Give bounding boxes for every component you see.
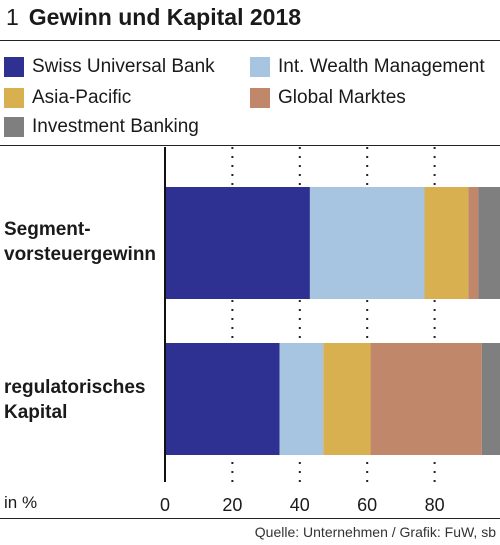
x-axis-unit: in %	[4, 493, 38, 512]
legend-item-investment-banking: Investment Banking	[4, 116, 199, 138]
category-label-segment: Segment-vorsteuergewinn	[4, 217, 156, 267]
bar-0-investment-banking	[478, 187, 500, 299]
category-label-line: Segment-	[4, 219, 91, 240]
x-tick-label-20: 20	[222, 495, 242, 515]
legend-swatch	[4, 88, 24, 108]
x-tick-label-40: 40	[290, 495, 310, 515]
category-label-line: Kapital	[4, 402, 68, 423]
legend-label: Asia-Pacific	[32, 87, 132, 108]
title-divider	[0, 40, 500, 41]
bar-1-investment-banking	[481, 343, 500, 455]
legend-label: Swiss Universal Bank	[32, 56, 215, 77]
x-tick-label-60: 60	[357, 495, 377, 515]
legend-divider	[0, 145, 500, 146]
legend-swatch	[250, 88, 270, 108]
chart-number: 1	[6, 4, 19, 30]
legend-item-swiss-universal-bank: Swiss Universal Bank	[4, 56, 215, 78]
bar-0-asia-pacific	[424, 187, 469, 299]
legend-swatch	[4, 57, 24, 77]
legend-label: Investment Banking	[32, 116, 199, 137]
bar-1-swiss-universal-bank	[165, 343, 280, 455]
legend-swatch	[250, 57, 270, 77]
category-label-line: vorsteuergewinn	[4, 244, 157, 265]
bar-0-global-marktes	[468, 187, 479, 299]
bar-1-int-wealth-management	[279, 343, 324, 455]
chart-title: Gewinn und Kapital 2018	[28, 4, 302, 30]
x-tick-label-80: 80	[425, 495, 445, 515]
bar-0-int-wealth-management	[309, 187, 425, 299]
footer-divider	[0, 518, 500, 519]
bar-1-asia-pacific	[323, 343, 371, 455]
x-tick-label-0: 0	[160, 495, 170, 515]
bar-1-global-marktes	[370, 343, 482, 455]
legend-label: Global Marktes	[278, 87, 406, 108]
legend: Swiss Universal Bank Int. Wealth Managem…	[0, 0, 500, 145]
legend-item-global-marktes: Global Marktes	[250, 87, 406, 109]
category-label-kapital: regulatorisches Kapital	[4, 375, 146, 425]
source-note: Quelle: Unternehmen / Grafik: FuW, sb	[254, 524, 496, 540]
legend-label: Int. Wealth Management	[278, 56, 485, 77]
chart-title-row: 1 Gewinn und Kapital 2018	[6, 4, 301, 40]
legend-item-asia-pacific: Asia-Pacific	[4, 87, 131, 109]
category-label-line: regulatorisches	[4, 377, 146, 398]
legend-item-int-wealth-management: Int. Wealth Management	[250, 56, 485, 78]
bar-0-swiss-universal-bank	[165, 187, 310, 299]
legend-swatch	[4, 117, 24, 137]
